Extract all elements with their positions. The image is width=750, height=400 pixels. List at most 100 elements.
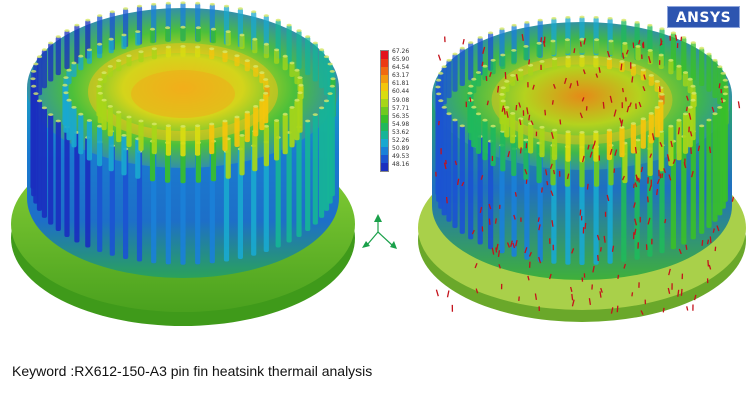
pin-fin-tip [209, 2, 215, 6]
pin-fin-tip [312, 113, 318, 116]
pin-fin [107, 66, 113, 77]
flux-arrow [454, 160, 458, 166]
pin-fin-tip [687, 77, 693, 81]
pin-fin [64, 30, 70, 70]
flux-arrow [480, 175, 484, 180]
pin-fin [446, 113, 452, 222]
pin-fin [699, 125, 705, 234]
pin-fin-tip [41, 106, 48, 110]
pin-fin-tip [622, 41, 628, 45]
pin-fin [539, 127, 545, 158]
pin-fin [126, 55, 132, 67]
legend-value: 48.16 [392, 161, 410, 169]
pin-fin [305, 36, 311, 76]
heat-flux-vectors [435, 33, 741, 315]
pin-fin-tip [640, 68, 646, 72]
pin-fin-tip [510, 112, 516, 115]
flux-arrow [521, 33, 524, 42]
legend-value: 61.81 [392, 80, 410, 88]
flux-arrow [711, 106, 715, 113]
pin-fin [579, 132, 585, 163]
flux-arrow [548, 273, 552, 280]
pin-fin [71, 107, 77, 148]
pin-fin [101, 72, 107, 84]
pin-fin-tip [195, 124, 201, 128]
flux-arrow [716, 225, 720, 232]
flux-arrow [599, 291, 602, 298]
pin-fin-tip [97, 124, 103, 128]
flux-arrow [656, 188, 659, 196]
flux-arrow [689, 131, 693, 137]
legend-swatch [381, 83, 388, 91]
pin-fin-tip [289, 106, 295, 109]
pin-fin-tip [294, 68, 300, 72]
pin-fins [30, 1, 336, 265]
flux-arrow [632, 42, 635, 49]
flux-arrow [731, 196, 735, 202]
legend-value: 59.08 [392, 96, 410, 104]
pin-fin-tip [195, 26, 201, 30]
flux-arrow [690, 147, 692, 154]
pin-fin [180, 126, 186, 157]
pin-fin-tip [606, 57, 613, 61]
pin-fin [259, 100, 265, 131]
flux-arrow [591, 144, 595, 150]
pin-fin-tip [330, 77, 336, 81]
flux-arrow [611, 245, 615, 252]
flux-arrow [528, 59, 531, 65]
flux-arrow [610, 307, 614, 314]
pin-fin [165, 47, 171, 58]
flux-arrow [579, 41, 582, 47]
pin-fin-tip [634, 21, 640, 24]
flux-arrow [680, 288, 683, 296]
pin-fin [210, 29, 217, 44]
legend-swatch [381, 123, 388, 131]
pin-fin-tip [195, 1, 201, 5]
pin-fin [275, 137, 281, 248]
pin-fin [712, 60, 718, 99]
pin-fin [658, 131, 664, 172]
pin-fin-tip [593, 130, 599, 134]
axis-triad [362, 214, 397, 249]
legend-swatch [381, 67, 388, 75]
pin-fin [550, 41, 556, 55]
pin-fin [121, 35, 127, 49]
pin-fin-tip [539, 60, 545, 63]
pin-fin [86, 120, 92, 161]
flux-arrow [618, 117, 623, 124]
pin-fin-tip [55, 35, 61, 38]
pin-fin-tip [263, 78, 269, 81]
pin-fin-tip [319, 48, 325, 52]
flux-arrow [504, 72, 507, 79]
pin-fin-tip [654, 106, 660, 109]
flux-arrow [593, 140, 596, 146]
pin-fin-tip [619, 125, 625, 129]
flux-arrow [626, 105, 630, 113]
pin-fin-tip [312, 41, 318, 45]
pin-fin-tip [477, 36, 483, 39]
pin-fin-tip [63, 76, 69, 79]
pin-fin [608, 41, 614, 55]
pin-fin [55, 121, 61, 231]
pin-fin [452, 120, 458, 228]
pin-fin-tip [259, 71, 265, 75]
pin-fin [690, 42, 696, 81]
flux-arrow [616, 305, 619, 313]
pin-fin-tip [62, 83, 68, 87]
pin-fin-tip [648, 112, 654, 115]
flux-arrow [646, 196, 649, 203]
flux-arrow [573, 48, 576, 54]
pin-fin-tip [195, 45, 201, 49]
flux-arrow [544, 169, 548, 176]
flux-arrow [524, 247, 528, 254]
flux-arrow [701, 240, 704, 246]
pin-fin [475, 113, 482, 154]
flux-arrow [524, 168, 528, 175]
pin-fin [237, 149, 243, 259]
pin-fin [209, 48, 215, 60]
legend-value: 64.54 [392, 64, 410, 72]
flux-arrow [659, 173, 662, 179]
legend-value: 67.26 [392, 48, 410, 55]
pin-fin [234, 117, 240, 147]
pin-fin-tip [305, 35, 311, 38]
